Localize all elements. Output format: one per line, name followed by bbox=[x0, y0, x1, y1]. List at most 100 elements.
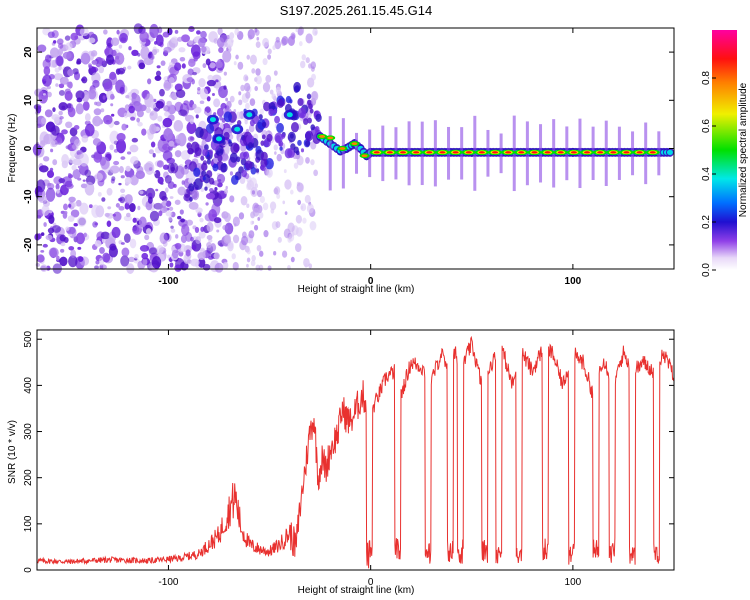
spectrogram-cell bbox=[227, 242, 234, 252]
spectrogram-cell bbox=[194, 226, 200, 234]
spectrogram-cell bbox=[219, 115, 223, 121]
spectrogram-cell bbox=[177, 36, 183, 42]
spectrogram-cell bbox=[249, 54, 257, 65]
spectrogram-cell bbox=[162, 150, 173, 161]
spectrogram-cell bbox=[275, 86, 281, 94]
spectrogram-cell bbox=[268, 101, 276, 111]
spectrogram-cell bbox=[76, 149, 83, 155]
spectrogram-cell bbox=[79, 27, 89, 37]
spectrogram-cell bbox=[267, 48, 272, 55]
spectrogram-cell bbox=[130, 116, 136, 121]
spectrogram-cell bbox=[48, 215, 55, 224]
spectrogram-cell bbox=[104, 212, 110, 217]
spectrogram-cell bbox=[188, 58, 196, 67]
spectrogram-cell bbox=[41, 204, 50, 216]
spectrogram-cell bbox=[64, 35, 71, 41]
spectrogram-cell bbox=[42, 243, 48, 248]
spectrogram-cell bbox=[171, 249, 179, 259]
spectrogram-cell bbox=[308, 263, 313, 269]
spectrogram-cell bbox=[121, 123, 127, 131]
spectrogram-cell bbox=[52, 107, 56, 113]
spectrogram-cell bbox=[309, 108, 314, 114]
spectrogram-cell bbox=[170, 36, 179, 44]
spectrogram-cell bbox=[38, 165, 49, 173]
spectrogram-cell bbox=[45, 234, 53, 241]
spectrogram-cell bbox=[310, 124, 316, 131]
spectrogram-cell bbox=[216, 107, 224, 117]
spectrogram-cell bbox=[144, 161, 155, 175]
spectrogram-cell bbox=[72, 168, 81, 180]
spectrogram-cell bbox=[206, 221, 214, 233]
spectrogram-cell bbox=[88, 65, 93, 69]
spectrogram-cell bbox=[144, 234, 150, 241]
spectrogram-cell bbox=[245, 91, 251, 99]
spectrogram-cell bbox=[192, 71, 197, 76]
spectrogram-cell bbox=[206, 159, 211, 165]
spectrogram-cell bbox=[312, 28, 318, 36]
spectrogram-cell bbox=[234, 126, 241, 132]
spectrogram-cell bbox=[90, 52, 96, 57]
spectrogram-cell bbox=[109, 144, 114, 151]
spectrogram-cell bbox=[355, 132, 359, 174]
spectrogram-cell bbox=[177, 186, 186, 196]
spectrogram-cell bbox=[174, 199, 181, 205]
spectrogram-cells bbox=[32, 23, 674, 274]
snr-series-line bbox=[36, 335, 675, 569]
spectrogram-cell bbox=[36, 179, 46, 193]
spectrogram-cell bbox=[113, 120, 120, 126]
spectrogram-cell bbox=[107, 206, 112, 210]
spectrogram-cell bbox=[148, 149, 154, 155]
spectrogram-cell bbox=[141, 252, 149, 260]
spectrogram-cell bbox=[47, 31, 55, 39]
spectrogram-cell bbox=[255, 75, 262, 85]
spectrogram-cell bbox=[216, 150, 220, 155]
spectrogram-cell bbox=[200, 155, 205, 161]
spectrogram-x-ticks: -100 0 100 bbox=[158, 28, 582, 287]
spectrogram-cell bbox=[152, 153, 156, 158]
spectrogram-cell bbox=[223, 111, 232, 123]
spectrogram-cell bbox=[188, 26, 195, 32]
spectrogram-cell bbox=[209, 62, 216, 69]
spectrogram-cell bbox=[319, 135, 326, 138]
spectrogram-cell bbox=[277, 236, 282, 243]
spectrogram-cell bbox=[262, 202, 269, 211]
spectrogram-cell bbox=[295, 28, 299, 33]
spectrogram-cell bbox=[99, 247, 105, 254]
spectrogram-cell bbox=[244, 247, 248, 252]
spectrogram-cell bbox=[100, 156, 110, 170]
spectrogram-cell bbox=[82, 179, 86, 182]
spectrogram-cell bbox=[274, 151, 277, 155]
spectrogram-cell bbox=[164, 187, 169, 193]
colorbar: 0.0 0.2 0.4 0.6 0.8 Normalized spectral ampl… bbox=[701, 30, 749, 277]
spectrogram-cell bbox=[103, 114, 113, 125]
spectrogram-cell bbox=[44, 54, 52, 63]
spectrogram-cell bbox=[206, 241, 212, 249]
spectrogram-cell bbox=[275, 221, 281, 228]
spectrogram-cell bbox=[268, 108, 275, 117]
spectrogram-cell bbox=[87, 89, 97, 100]
spectrogram-cell bbox=[251, 255, 256, 262]
spectrogram-cell bbox=[161, 195, 168, 202]
spectrogram-cell bbox=[98, 66, 105, 74]
spectrogram-cell bbox=[181, 63, 186, 69]
spectrogram-cell bbox=[162, 117, 173, 128]
spectrogram-cell bbox=[197, 257, 206, 268]
spectrogram-cell bbox=[209, 187, 214, 193]
spectrogram-cell bbox=[57, 42, 64, 49]
colorbar-tick-label: 0.0 bbox=[701, 263, 712, 277]
spectrogram-cell bbox=[198, 77, 206, 88]
spectrogram-cell bbox=[295, 227, 303, 237]
spectrogram-cell bbox=[265, 158, 274, 170]
spectrogram-cell bbox=[202, 176, 206, 181]
spectrogram-cell bbox=[109, 71, 117, 81]
spectrogram-cell bbox=[188, 40, 194, 46]
spectrogram-cell bbox=[304, 194, 311, 204]
spectrogram-cell bbox=[168, 77, 175, 84]
spectrogram-cell bbox=[145, 107, 151, 114]
snr-panel: -100 0 100 0 100 200 300 400 500 Height of stra… bbox=[7, 329, 675, 596]
spectrogram-cell bbox=[235, 54, 239, 60]
spectrogram-cell bbox=[150, 141, 156, 148]
spectrogram-cell bbox=[174, 242, 182, 250]
spectrogram-cell bbox=[307, 117, 312, 124]
spectrogram-cell bbox=[187, 178, 193, 184]
